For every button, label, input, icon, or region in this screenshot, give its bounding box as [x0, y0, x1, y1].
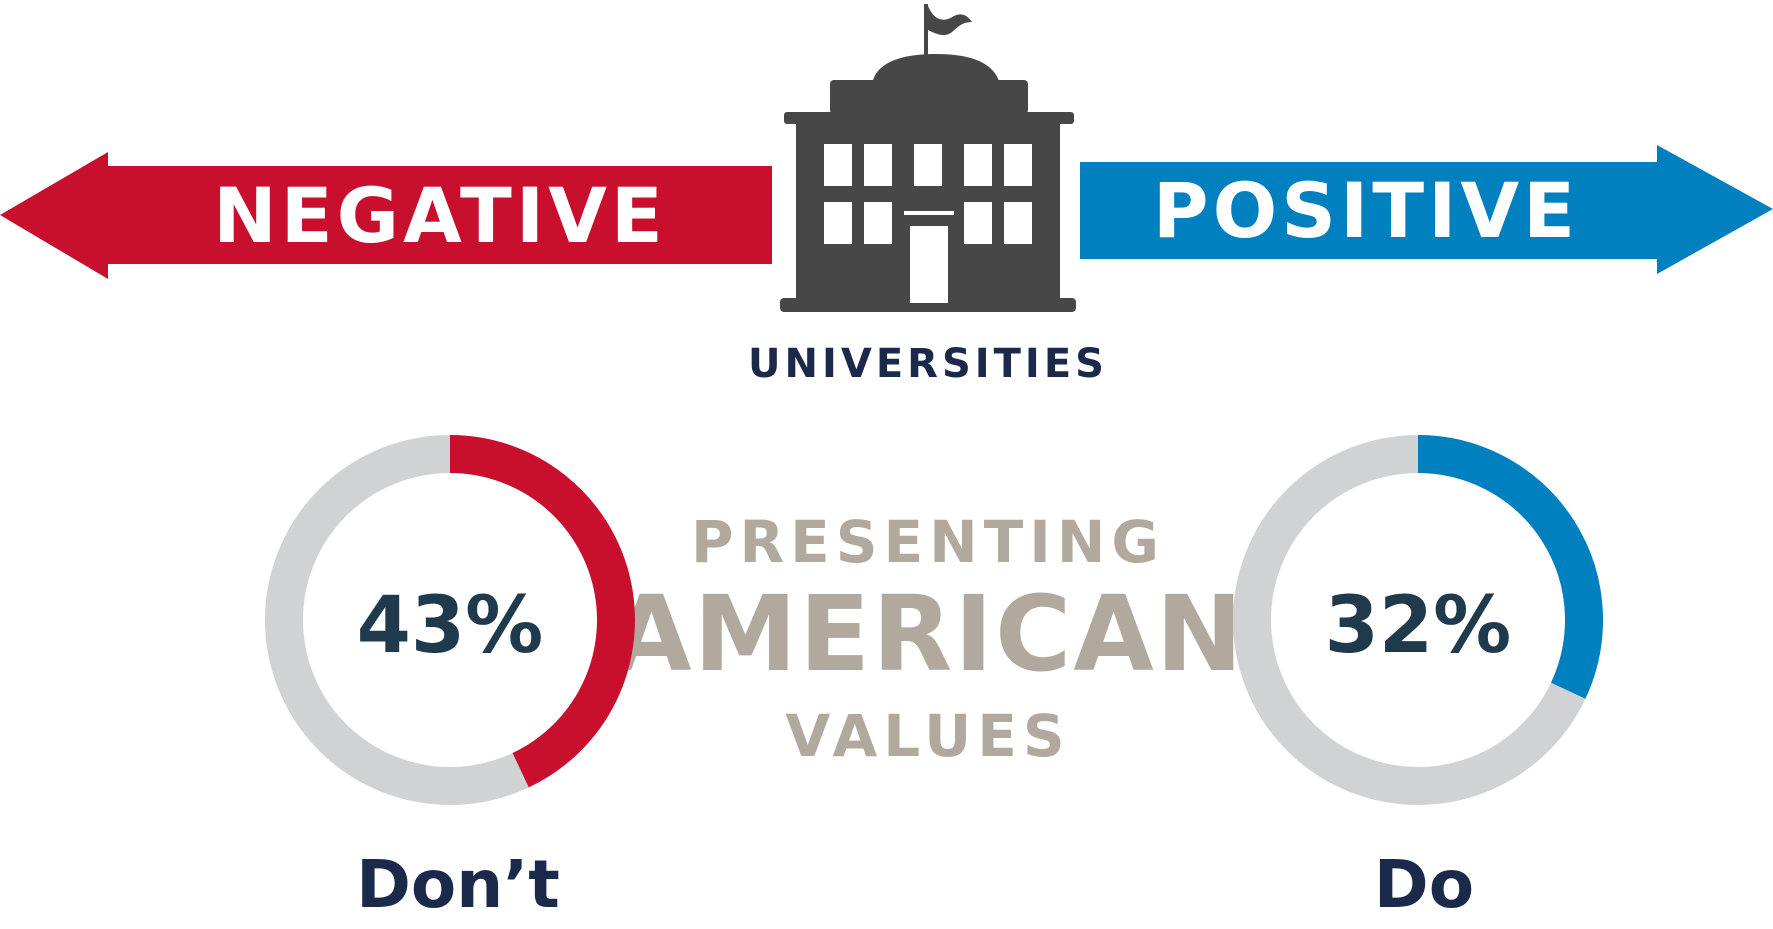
universities-label: UNIVERSITIES [748, 341, 1108, 387]
negative-label: NEGATIVE [213, 171, 667, 260]
center-line-american: AMERICAN [611, 573, 1245, 695]
building-windows [824, 144, 1032, 303]
positive-arrow: POSITIVE [1080, 145, 1773, 274]
center-line-presenting: PRESENTING [691, 508, 1165, 576]
center-caption: PRESENTING AMERICAN VALUES [611, 508, 1245, 770]
negative-arrow: NEGATIVE [0, 152, 772, 279]
donut-label-dont: Don’t [356, 846, 560, 923]
center-line-values: VALUES [785, 702, 1070, 770]
donut-value-do: 32% [1325, 581, 1512, 671]
right-arrow-icon [1080, 145, 1773, 274]
building-door [910, 226, 948, 303]
donut-chart-dont: 43% Don’t [265, 435, 635, 923]
donut-arc-do [1417, 435, 1603, 699]
donut-label-do: Do [1374, 846, 1474, 923]
positive-label: POSITIVE [1153, 166, 1579, 255]
donut-arc-dont [449, 435, 635, 788]
donut-value-dont: 43% [357, 581, 544, 671]
left-arrow-icon [0, 152, 772, 279]
donut-chart-do: 32% Do [1233, 435, 1603, 923]
